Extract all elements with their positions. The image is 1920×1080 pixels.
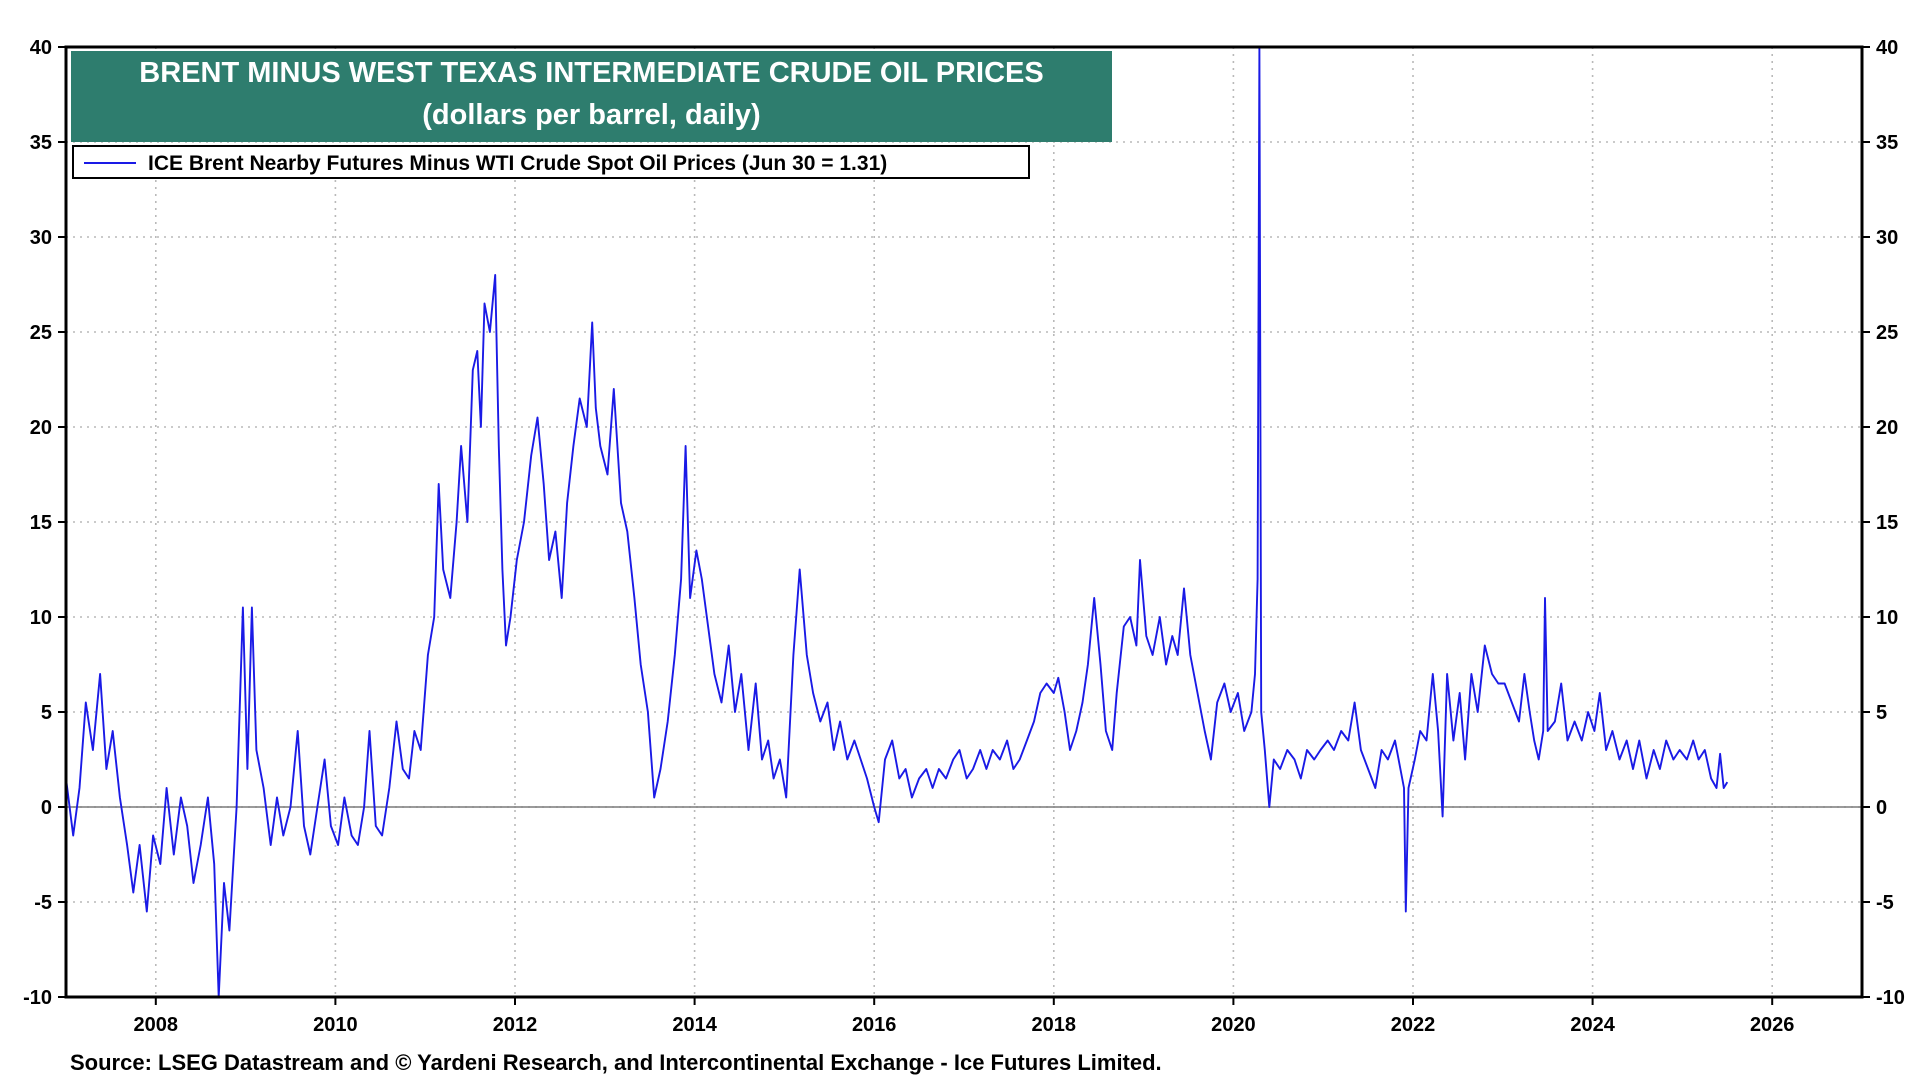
x-tick-label: 2012 xyxy=(493,1014,538,1036)
y-tick-label-left: 35 xyxy=(30,132,52,154)
x-tick-label: 2008 xyxy=(134,1014,179,1036)
x-tick-label: 2010 xyxy=(313,1014,358,1036)
y-tick-label-right: 5 xyxy=(1876,702,1887,724)
chart-subtitle: (dollars per barrel, daily) xyxy=(422,99,761,131)
legend: ICE Brent Nearby Futures Minus WTI Crude… xyxy=(72,145,1030,179)
y-tick-label-right: 30 xyxy=(1876,227,1898,249)
y-tick-label-left: 40 xyxy=(30,37,52,59)
y-tick-label-left: 20 xyxy=(30,417,52,439)
y-tick-label-right: 40 xyxy=(1876,37,1898,59)
x-tick-label: 2020 xyxy=(1211,1014,1256,1036)
y-tick-label-right: 25 xyxy=(1876,322,1898,344)
y-tick-label-left: 30 xyxy=(30,227,52,249)
x-tick-label: 2016 xyxy=(852,1014,897,1036)
y-tick-label-right: 20 xyxy=(1876,417,1898,439)
source-note: Source: LSEG Datastream and © Yardeni Re… xyxy=(70,1050,1162,1075)
y-tick-label-left: 5 xyxy=(41,702,52,724)
y-tick-label-right: -10 xyxy=(1876,987,1905,1009)
y-tick-label-right: 10 xyxy=(1876,607,1898,629)
y-tick-label-right: 0 xyxy=(1876,797,1887,819)
chart-title: BRENT MINUS WEST TEXAS INTERMEDIATE CRUD… xyxy=(139,57,1044,89)
x-axis: 2008 2010 2012 2014 2016 2018 2020 2022 2024 2026 xyxy=(134,997,1795,1036)
y-tick-label-left: 15 xyxy=(30,512,52,534)
y-tick-label-left: 10 xyxy=(30,607,52,629)
legend-line-swatch xyxy=(84,162,136,164)
x-tick-label: 2018 xyxy=(1032,1014,1077,1036)
y-tick-label-right: 35 xyxy=(1876,132,1898,154)
series-line-brent-minus-wti xyxy=(65,46,1729,998)
grid-lines xyxy=(66,47,1862,997)
y-axis-right: -10 -5 0 5 10 15 20 25 30 35 40 xyxy=(1862,37,1905,1009)
y-axis-left: -10 -5 0 5 10 15 20 25 30 35 40 xyxy=(23,37,66,1009)
y-tick-label-left: -5 xyxy=(34,892,52,914)
y-tick-label-left: 25 xyxy=(30,322,52,344)
y-tick-label-left: -10 xyxy=(23,987,52,1009)
x-tick-label: 2026 xyxy=(1750,1014,1795,1036)
y-tick-label-left: 0 xyxy=(41,797,52,819)
x-tick-label: 2024 xyxy=(1570,1014,1615,1036)
x-tick-label: 2014 xyxy=(672,1014,717,1036)
y-tick-label-right: 15 xyxy=(1876,512,1898,534)
y-tick-label-right: -5 xyxy=(1876,892,1894,914)
x-tick-label: 2022 xyxy=(1391,1014,1436,1036)
chart-title-box: BRENT MINUS WEST TEXAS INTERMEDIATE CRUD… xyxy=(71,51,1112,142)
legend-label: ICE Brent Nearby Futures Minus WTI Crude… xyxy=(148,152,888,175)
